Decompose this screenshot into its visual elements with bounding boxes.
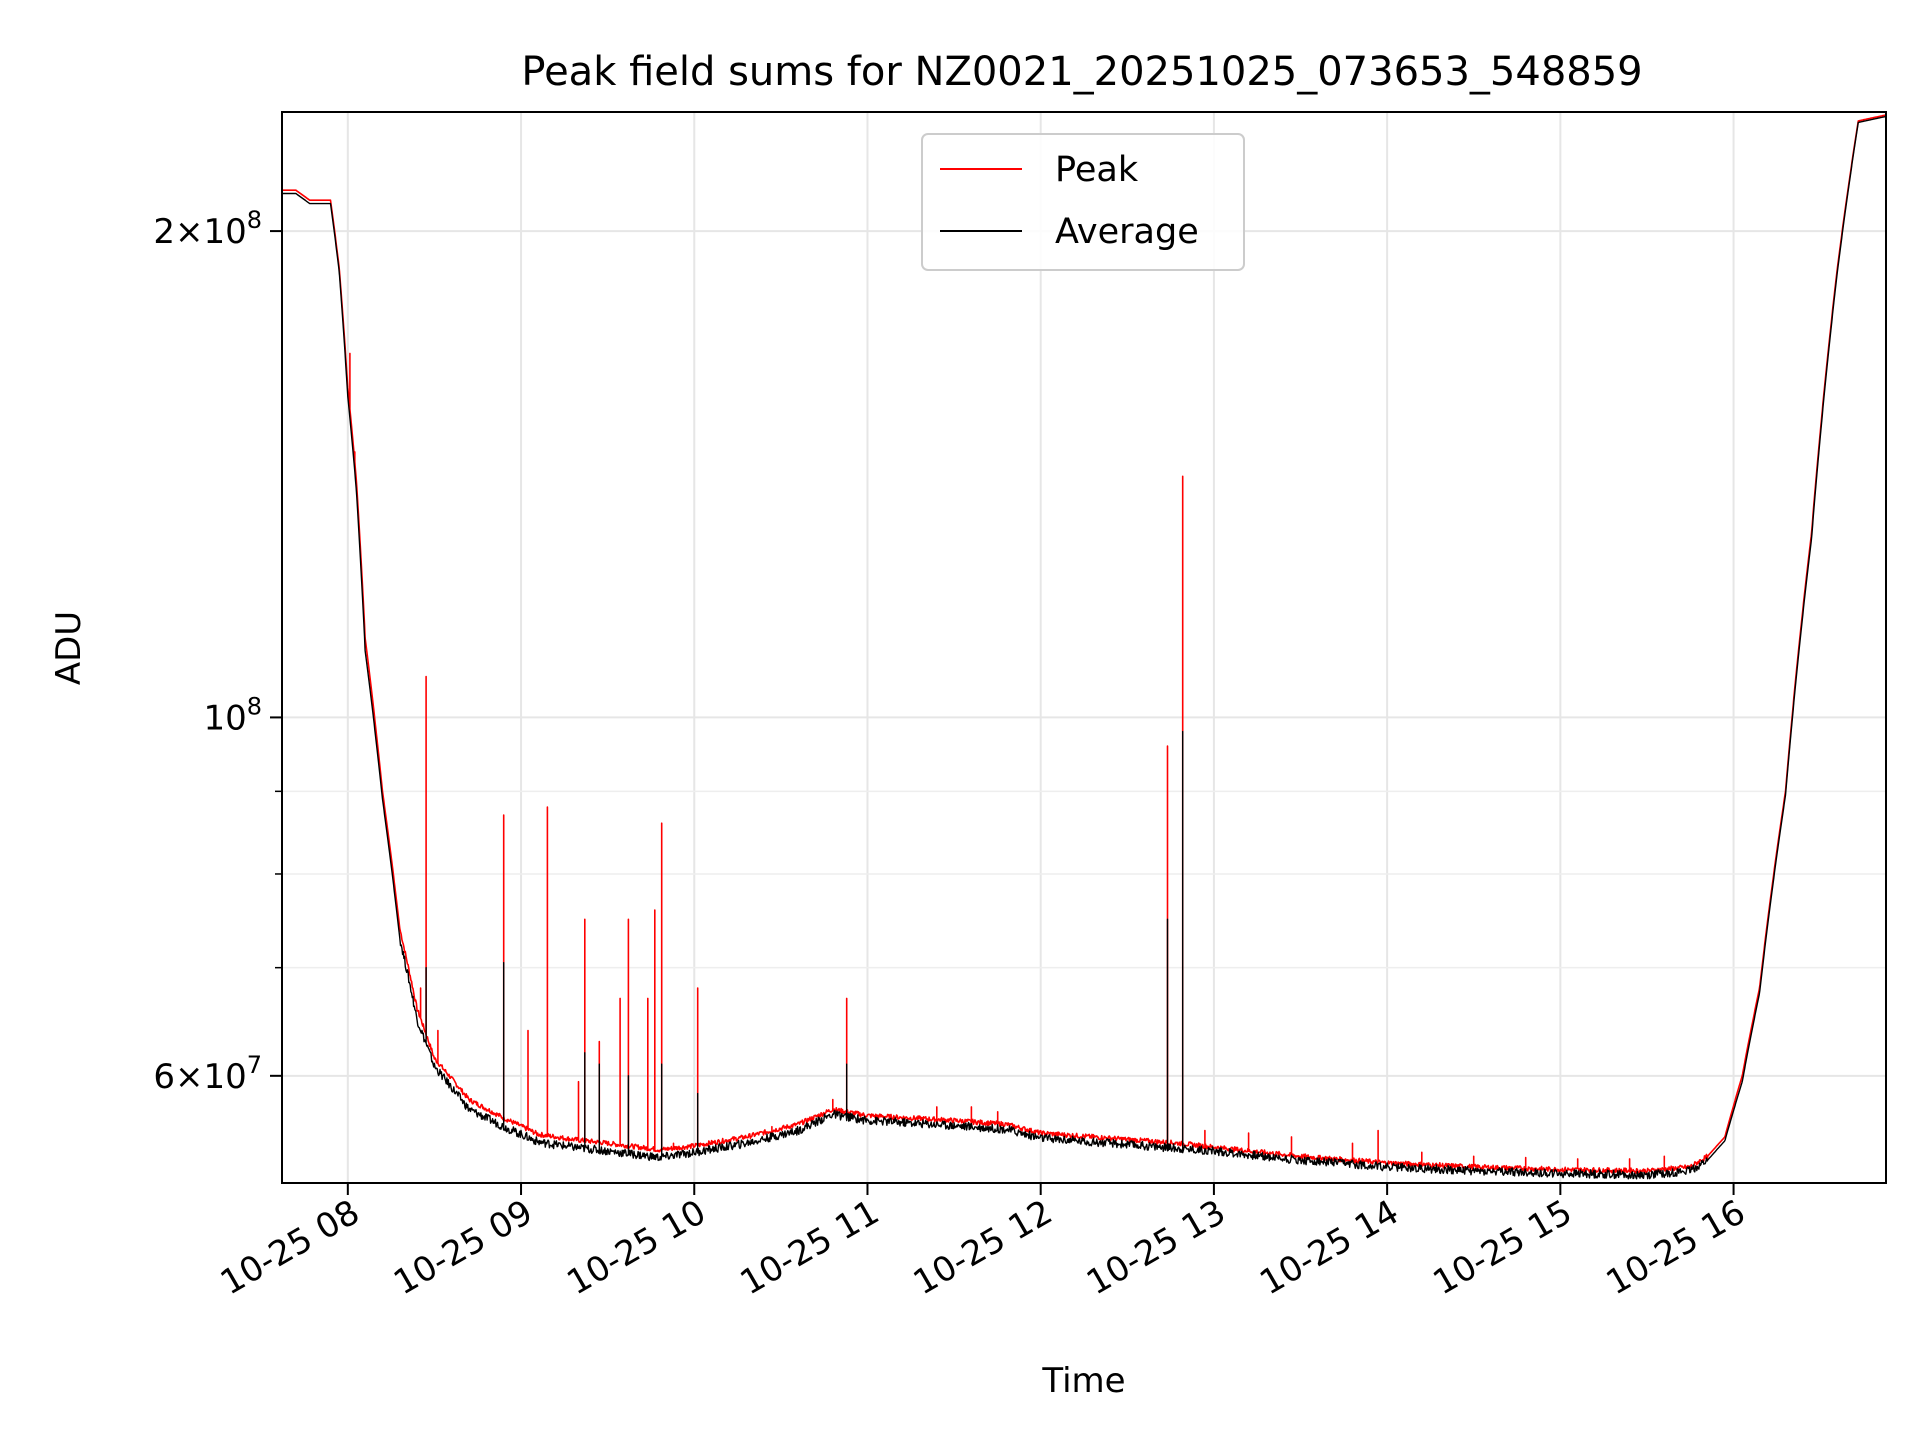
legend-label-peak: Peak [1055, 150, 1139, 190]
series-line-peak [282, 114, 1886, 1174]
x-tick-label: 10-25 09 [387, 1192, 539, 1303]
x-tick-label: 10-25 15 [1426, 1192, 1578, 1303]
x-tick-label: 10-25 16 [1600, 1192, 1752, 1303]
grid-lines [282, 112, 1886, 1183]
x-tick-label: 10-25 10 [560, 1192, 712, 1303]
y-axis-label: ADU [49, 611, 89, 685]
plot-area [282, 114, 1886, 1180]
y-tick-label: 6×107 [153, 1051, 262, 1097]
x-axis-label: Time [1041, 1361, 1125, 1401]
x-tick-label: 10-25 11 [734, 1192, 886, 1303]
plot-frame [281, 111, 1887, 1184]
legend-label-average: Average [1055, 212, 1199, 252]
y-axis: 6×107 108 2×108 [153, 206, 282, 1097]
y-tick-label: 2×108 [153, 206, 262, 252]
legend: Peak Average [921, 133, 1245, 271]
x-tick-label: 10-25 08 [214, 1192, 366, 1303]
x-axis: 10-25 08 10-25 09 10-25 10 10-25 11 10-25 12… [214, 1183, 1752, 1303]
chart-title: Peak field sums for NZ0021_20251025_0736… [521, 49, 1642, 95]
x-tick-label: 10-25 12 [907, 1192, 1059, 1303]
x-tick-label: 10-25 13 [1080, 1192, 1232, 1303]
series-line-average [282, 115, 1886, 1180]
x-tick-label: 10-25 14 [1253, 1192, 1405, 1303]
y-tick-label: 108 [203, 692, 262, 738]
